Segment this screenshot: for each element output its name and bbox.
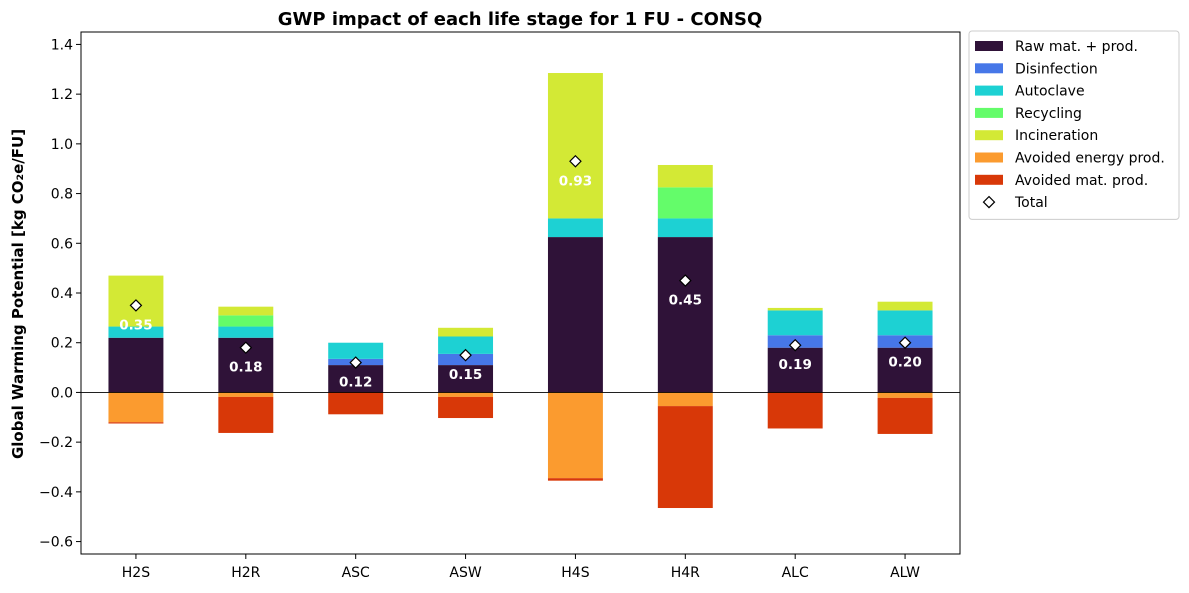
plot-frame (80, 31, 961, 555)
bar-segment-asc-s0 (328, 365, 384, 393)
total-label-h4s: 0.93 (559, 173, 592, 189)
bar-segment-h2r-s4 (218, 306, 274, 316)
legend-swatch-0 (975, 41, 1003, 51)
chart-title: GWP impact of each life stage for 1 FU -… (278, 9, 763, 30)
bar-segment-alc-s6 (767, 392, 823, 429)
total-label-asw: 0.15 (449, 367, 482, 383)
bar-segment-asw-s4 (438, 327, 494, 337)
bar-segment-h4r-s6 (657, 406, 713, 509)
legend-total-marker (982, 195, 996, 209)
y-tick-label: 0.6 (51, 236, 73, 252)
y-tick-label: 0.0 (51, 385, 73, 401)
legend-entry-5: Avoided energy prod. (1015, 151, 1165, 167)
bar-segment-h4s-s4 (547, 73, 603, 219)
bar-segment-alc-s4 (767, 307, 823, 311)
bar-segment-h4r-s0 (657, 237, 713, 393)
legend-entry-4: Incineration (1015, 128, 1098, 144)
y-tick-label: 0.4 (51, 286, 73, 302)
legend-entry-3: Recycling (1015, 106, 1082, 122)
y-tick-label: 1.2 (51, 87, 73, 103)
bar-segment-alc-s2 (767, 310, 823, 336)
bar-segment-h4s-s0 (547, 237, 603, 393)
legend-swatch-2 (975, 85, 1003, 96)
total-label-alw: 0.20 (888, 355, 921, 371)
bar-segment-h4s-s5 (547, 392, 603, 479)
bar-segment-asw-s5 (438, 392, 494, 397)
y-tick-label: 1.4 (51, 37, 73, 53)
legend-swatch-5 (975, 152, 1003, 163)
bar-segment-asw-s6 (438, 396, 494, 419)
bar-segment-asc-s6 (328, 392, 384, 415)
x-tick-label-h4r: H4R (671, 565, 700, 581)
legend-swatch-1 (975, 63, 1003, 74)
legend-swatch-6 (975, 174, 1003, 185)
legend-entry-6: Avoided mat. prod. (1015, 173, 1148, 189)
x-tick-label-alw: ALW (890, 565, 920, 581)
legend: Raw mat. + prod. Disinfection Autoclave Rec… (968, 30, 1180, 220)
bar-segment-h4r-s4 (657, 164, 713, 188)
legend-swatch-4 (975, 130, 1003, 141)
bar-segment-alw-s5 (877, 392, 933, 398)
legend-entry-total: Total (1014, 195, 1048, 211)
plot-area: 0.35 0.18 0.12 0.15 0.93 0.45 0.19 0.20 −0.6 −0.4… (39, 31, 961, 581)
bar-segment-asw-s2 (438, 336, 494, 354)
bar-segment-h2s-s0 (108, 337, 164, 393)
bar-segment-h4s-s2 (547, 218, 603, 238)
total-label-alc: 0.19 (779, 357, 812, 373)
legend-entry-1: Disinfection (1015, 61, 1098, 77)
bar-segment-h4r-s3 (657, 187, 713, 219)
y-tick-label: −0.4 (39, 485, 73, 501)
x-tick-label-asw: ASW (449, 565, 481, 581)
total-marker-h2s (129, 299, 143, 312)
bar-segment-alc-s0 (767, 347, 823, 393)
x-tick-label-h2r: H2R (231, 565, 260, 581)
bar-segment-h2s-s2 (108, 326, 164, 338)
total-marker-asw (459, 348, 472, 362)
total-label-h2s: 0.35 (119, 317, 152, 333)
bar-segment-alw-s0 (877, 347, 933, 393)
total-marker-h4r (678, 274, 692, 287)
total-marker-alc (788, 338, 802, 352)
y-tick-label: 0.8 (51, 187, 73, 203)
x-tick-label-h2s: H2S (122, 565, 150, 581)
bar-segment-alw-s2 (877, 310, 933, 336)
x-tick-label-h4s: H4S (561, 565, 589, 581)
bar-segment-h2r-s3 (218, 315, 274, 327)
bar-segment-h4r-s2 (657, 218, 713, 238)
total-marker-h4s (569, 154, 582, 168)
total-marker-asc (349, 356, 363, 369)
bar-segment-h2r-s6 (218, 396, 274, 433)
legend-box (968, 30, 1180, 220)
legend-entry-0: Raw mat. + prod. (1015, 39, 1138, 55)
total-label-asc: 0.12 (339, 375, 372, 391)
total-marker-h2r (239, 341, 253, 355)
total-label-h4r: 0.45 (669, 293, 702, 309)
y-axis-label: Global Warming Potential [kg CO₂e/FU] (9, 129, 27, 459)
legend-entry-2: Autoclave (1015, 84, 1085, 100)
legend-swatch-3 (975, 107, 1003, 118)
y-tick-label: −0.6 (39, 535, 73, 551)
x-tick-label-asc: ASC (342, 565, 370, 581)
bar-segment-h4s-s6 (547, 478, 603, 481)
bar-segment-h2s-s5 (108, 392, 164, 423)
bar-segment-h4r-s5 (657, 392, 713, 407)
total-label-h2r: 0.18 (229, 360, 262, 376)
bar-segment-alw-s6 (877, 397, 933, 434)
total-marker-alw (898, 336, 912, 350)
y-tick-label: 1.0 (51, 137, 73, 153)
bar-segment-h2r-s5 (218, 392, 274, 397)
y-tick-label: −0.2 (39, 435, 73, 451)
bar-segment-asc-s2 (328, 342, 384, 359)
x-tick-label-alc: ALC (782, 565, 809, 581)
y-tick-label: 0.2 (51, 336, 73, 352)
bar-segment-h2s-s6 (108, 422, 164, 424)
bar-segment-h2r-s2 (218, 326, 274, 338)
bar-segment-asw-s0 (438, 365, 494, 393)
bar-segment-alw-s4 (877, 301, 933, 311)
